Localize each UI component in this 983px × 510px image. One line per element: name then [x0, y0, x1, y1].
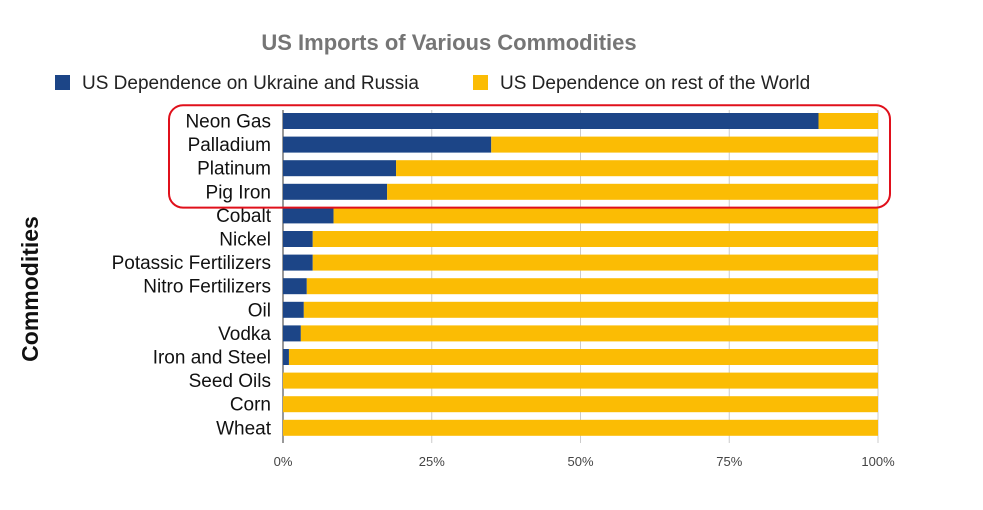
highlight-box [168, 104, 891, 209]
category-label: Oil [248, 300, 271, 321]
x-tick-label: 75% [716, 454, 742, 469]
bar-potassic-fertilizers-series-0 [283, 254, 313, 271]
x-tick-label: 25% [419, 454, 445, 469]
x-axis-tick-labels: 0% 25% 50% 75% 100% [274, 454, 895, 469]
highlight-annotation [168, 104, 891, 209]
legend: US Dependence on Ukraine and Russia US D… [55, 73, 810, 94]
category-label: Potassic Fertilizers [112, 253, 271, 274]
x-tick-label: 0% [274, 454, 293, 469]
bar-vodka-series-0 [283, 325, 301, 342]
legend-label-rest-of-world: US Dependence on rest of the World [500, 73, 810, 94]
x-tick-label: 100% [861, 454, 895, 469]
bar-palladium-series-1 [491, 136, 878, 153]
bar-nickel-series-0 [283, 231, 313, 247]
bar-oil-series-1 [303, 301, 878, 318]
bar-pig-iron-series-1 [387, 183, 878, 200]
bar-neon-gas-series-1 [818, 113, 878, 129]
bar-pig-iron-series-0 [283, 183, 388, 200]
legend-swatch-rest-of-world [473, 75, 488, 90]
category-label: Neon Gas [185, 112, 271, 133]
category-label: Vodka [218, 324, 271, 345]
category-label: Wheat [216, 418, 272, 439]
category-label: Iron and Steel [153, 348, 271, 369]
y-axis-title: Commodities [17, 216, 43, 362]
category-label: Nickel [219, 230, 271, 251]
bar-neon-gas-series-0 [283, 113, 819, 129]
category-label: Seed Oils [189, 371, 271, 392]
bar-iron-and-steel-series-1 [288, 349, 878, 365]
bar-potassic-fertilizers-series-1 [312, 254, 878, 271]
category-label: Platinum [197, 159, 271, 180]
bar-corn-series-1 [283, 396, 878, 413]
gridlines [282, 110, 879, 443]
category-label: Cobalt [216, 206, 272, 227]
category-label: Pig Iron [206, 182, 271, 203]
bar-oil-series-0 [283, 301, 304, 318]
bar-palladium-series-0 [283, 136, 492, 153]
bar-platinum-series-0 [283, 160, 397, 177]
bar-nitro-fertilizers-series-0 [283, 278, 307, 295]
bar-vodka-series-1 [300, 325, 879, 342]
bar-nickel-series-1 [312, 231, 878, 247]
category-label: Corn [230, 395, 271, 416]
category-label: Palladium [188, 135, 271, 156]
bars [283, 113, 879, 436]
bar-platinum-series-1 [396, 160, 878, 177]
bar-wheat-series-1 [283, 419, 878, 436]
legend-label-ukraine-russia: US Dependence on Ukraine and Russia [82, 73, 419, 94]
category-label: Nitro Fertilizers [143, 277, 271, 298]
bar-cobalt-series-0 [283, 207, 334, 224]
legend-swatch-ukraine-russia [55, 75, 70, 90]
bar-iron-and-steel-series-0 [283, 349, 289, 365]
bar-seed-oils-series-1 [283, 372, 878, 389]
bar-nitro-fertilizers-series-1 [306, 278, 878, 295]
bar-cobalt-series-1 [333, 207, 878, 224]
chart-title: US Imports of Various Commodities [261, 30, 636, 55]
x-tick-label: 50% [567, 454, 593, 469]
